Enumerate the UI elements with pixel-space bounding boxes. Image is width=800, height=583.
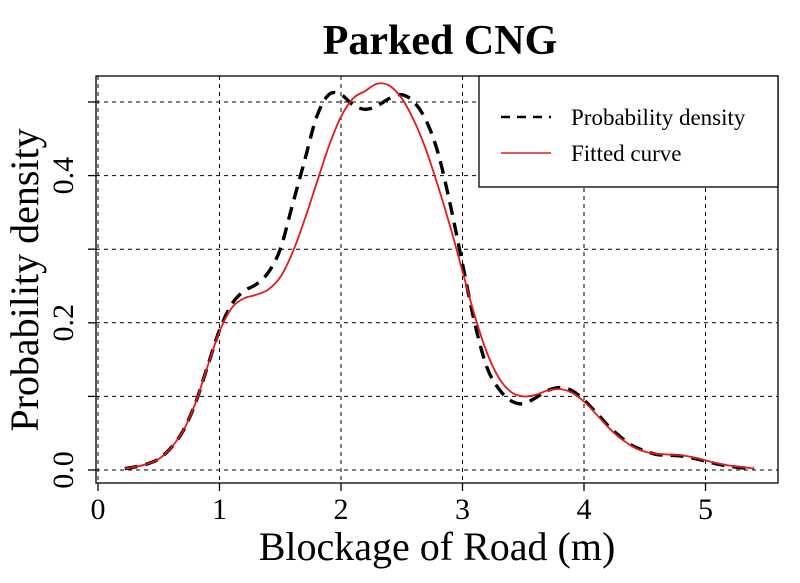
legend-label-fitted-curve: Fitted curve bbox=[571, 141, 682, 166]
x-tick-label-2: 2 bbox=[334, 493, 349, 526]
legend: Probability density Fitted curve bbox=[478, 75, 779, 188]
x-tick-label-1: 1 bbox=[212, 493, 227, 526]
legend-label-probability-density: Probability density bbox=[571, 105, 746, 130]
x-axis-label: Blockage of Road (m) bbox=[259, 524, 616, 569]
legend-box bbox=[478, 75, 779, 188]
x-tick-label-5: 5 bbox=[698, 493, 713, 526]
plot-frame bbox=[95, 75, 779, 484]
x-tick-label-0: 0 bbox=[91, 493, 106, 526]
x-tick-label-4: 4 bbox=[577, 493, 592, 526]
y-tick-label-0.4: 0.4 bbox=[47, 157, 80, 195]
y-tick-label-0.0: 0.0 bbox=[47, 451, 80, 489]
series-layer bbox=[124, 82, 755, 471]
x-tick-label-3: 3 bbox=[455, 493, 470, 526]
series-line-fitted-curve bbox=[124, 82, 755, 470]
y-tick-label-0.2: 0.2 bbox=[47, 304, 80, 342]
series-line-probability-density bbox=[124, 90, 755, 471]
axes: 0 1 2 3 4 5 0.0 0.2 0.4 bbox=[47, 101, 713, 526]
chart-title: Parked CNG bbox=[323, 18, 558, 64]
y-axis-label: Probability density bbox=[2, 128, 47, 431]
